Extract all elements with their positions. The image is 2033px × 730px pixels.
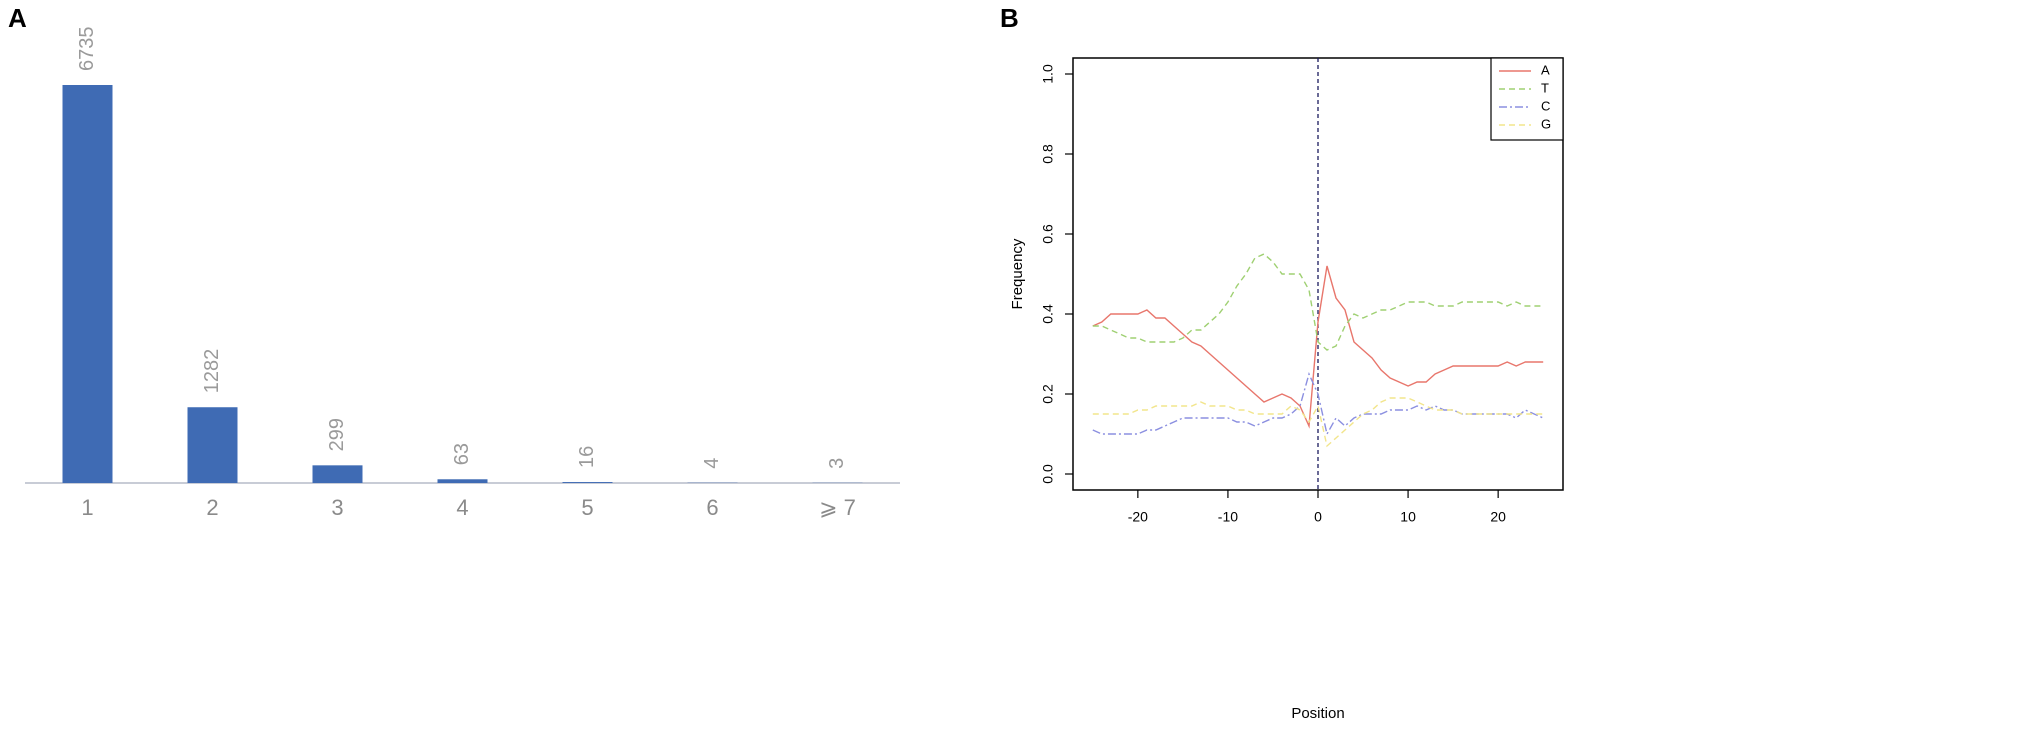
x-tick-label: 10 — [1400, 509, 1416, 525]
legend-label: A — [1541, 62, 1550, 77]
bar — [63, 85, 113, 483]
x-tick-label: -20 — [1128, 509, 1148, 525]
value-label: 16 — [576, 446, 598, 468]
y-tick-label: 0.0 — [1040, 464, 1056, 484]
legend-label: T — [1541, 80, 1549, 95]
x-axis-title: Position — [1291, 705, 1344, 722]
value-label: 3 — [826, 458, 848, 469]
y-tick-label: 0.2 — [1040, 384, 1056, 404]
x-tick-label: 1 — [81, 495, 93, 520]
value-label: 4 — [701, 458, 723, 469]
bar — [313, 465, 363, 483]
bar — [188, 407, 238, 483]
y-tick-label: 0.4 — [1040, 304, 1056, 324]
x-tick-label: -10 — [1218, 509, 1238, 525]
panel-label: B — [1000, 3, 1019, 33]
panel-label: A — [8, 3, 27, 33]
bar — [438, 479, 488, 483]
value-label: 6735 — [76, 27, 98, 72]
y-axis-title: Frequency — [1009, 238, 1026, 309]
x-tick-label: 5 — [581, 495, 593, 520]
legend-label: C — [1541, 98, 1550, 113]
y-tick-label: 1.0 — [1040, 64, 1056, 84]
x-tick-label: 2 — [206, 495, 218, 520]
x-tick-label: ⩾ 7 — [819, 495, 856, 520]
value-label: 63 — [451, 443, 473, 465]
legend-label: G — [1541, 116, 1551, 131]
value-label: 299 — [326, 418, 348, 451]
x-tick-label: 3 — [331, 495, 343, 520]
x-tick-label: 4 — [456, 495, 468, 520]
value-label: 1282 — [201, 349, 223, 394]
x-tick-label: 0 — [1314, 509, 1322, 525]
y-tick-label: 0.6 — [1040, 224, 1056, 244]
x-tick-label: 6 — [706, 495, 718, 520]
y-tick-label: 0.8 — [1040, 144, 1056, 164]
x-tick-label: 20 — [1490, 509, 1506, 525]
bar — [563, 482, 613, 483]
